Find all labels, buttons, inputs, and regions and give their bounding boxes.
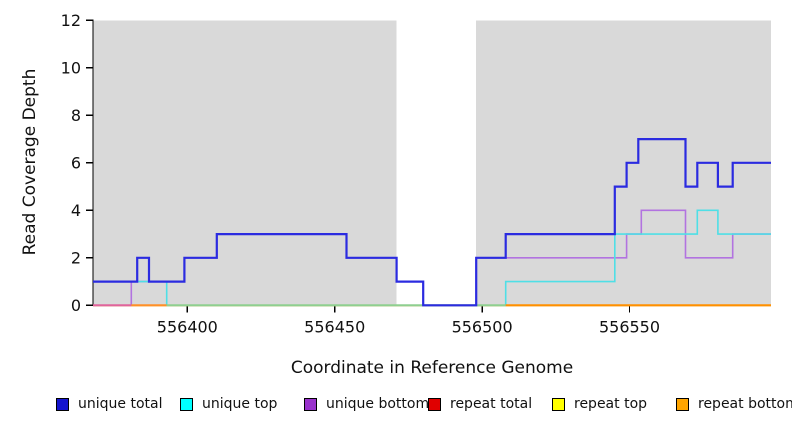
legend-item-unique-top: unique top [180,396,304,412]
series-unique-top-line [93,209,771,307]
repeat-total-swatch-icon [428,397,441,411]
x-axis-title: Coordinate in Reference Genome [290,358,574,378]
repeat-top-swatch-icon [552,397,565,411]
legend-label: unique top [202,396,278,412]
repeat-region-shading [476,20,771,306]
unique-top-swatch-icon [180,397,193,411]
legend-label: repeat total [450,396,533,412]
legend-label: repeat bottom [698,396,792,412]
unique-total-swatch-icon [56,397,69,411]
series-unique-total-line [93,138,771,307]
x-tick-label: 556550 [599,317,660,336]
legend: unique total unique top unique bottom re… [56,396,792,412]
repeat-region-shading [93,20,397,306]
legend-item-repeat-top: repeat top [552,396,676,412]
legend-item-repeat-total: repeat total [428,396,552,412]
y-axis-title: Read Coverage Depth [20,68,40,256]
y-tick-label: 6 [71,153,81,172]
legend-item-unique-total: unique total [56,396,180,412]
y-tick-label: 10 [61,58,81,77]
legend-label: repeat top [574,396,648,412]
y-tick-label: 12 [61,11,81,30]
unique-bottom-swatch-icon [304,397,317,411]
repeat-bottom-swatch-icon [676,397,689,411]
coverage-plot: 0 2 4 6 8 10 12 556400 556450 556500 556550 [61,11,771,336]
y-tick-label: 0 [71,296,81,315]
x-tick-label: 556450 [304,317,365,336]
y-tick-label: 4 [71,201,81,220]
legend-item-unique-bottom: unique bottom [304,396,430,412]
legend-label: unique total [78,396,163,412]
y-tick-label: 2 [71,248,81,267]
x-tick-label: 556400 [157,317,218,336]
legend-label: unique bottom [326,396,430,412]
x-tick-label: 556500 [452,317,513,336]
y-tick-label: 8 [71,106,81,125]
legend-item-repeat-bottom: repeat bottom [676,396,792,412]
